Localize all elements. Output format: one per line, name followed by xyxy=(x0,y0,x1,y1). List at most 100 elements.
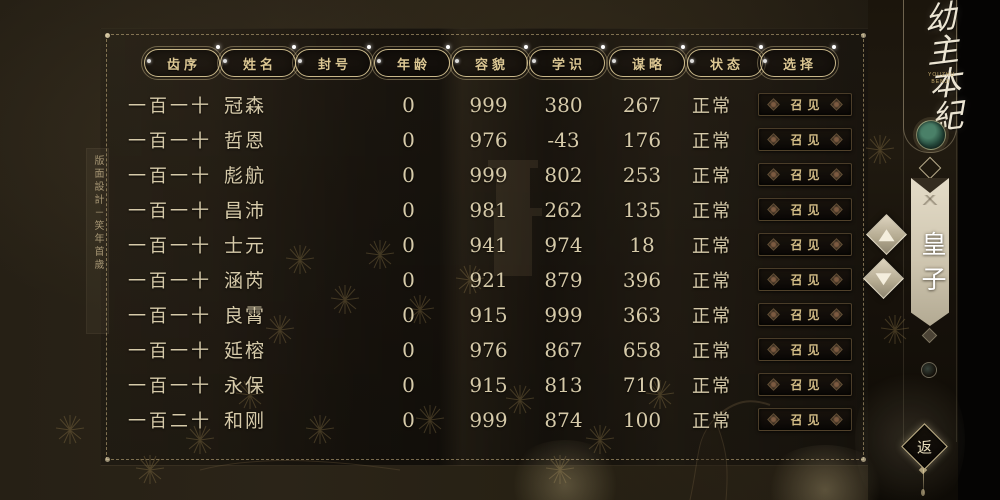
diamond-ornament-icon xyxy=(767,203,781,216)
summon-button[interactable]: 召见 xyxy=(758,338,852,361)
cell-action: 召见 xyxy=(741,198,869,221)
sidebar-frame-arch xyxy=(903,0,957,153)
table-row: 一百一十 永保 0 915 813 710 正常 召见 xyxy=(101,367,869,402)
cell-appearance: 999 xyxy=(469,92,508,117)
triangle-up-icon xyxy=(878,228,895,241)
table-row: 一百一十 彪航 0 999 802 253 正常 召见 xyxy=(101,157,869,192)
cell-appearance: 976 xyxy=(469,127,508,152)
cell-strategy: 100 xyxy=(622,407,662,432)
column-header-order: 齿序 xyxy=(141,45,223,80)
cell-order: 一百一十 xyxy=(128,270,212,291)
cell-strategy: 176 xyxy=(622,127,662,152)
sidebar-frame xyxy=(903,0,957,442)
summon-button-label: 召见 xyxy=(790,133,825,147)
diamond-ornament-icon xyxy=(829,133,843,146)
diamond-ornament-icon xyxy=(829,378,843,391)
cell-knowledge: 867 xyxy=(544,337,583,362)
cell-order: 一百一十 xyxy=(128,235,212,256)
cell-age: 0 xyxy=(402,267,415,292)
cell-strategy: 18 xyxy=(629,232,655,257)
diamond-ornament-icon xyxy=(829,238,843,251)
table-row: 一百二十 和刚 0 999 874 100 正常 召见 xyxy=(101,402,869,437)
cell-appearance: 999 xyxy=(469,407,508,432)
summon-button[interactable]: 召见 xyxy=(758,303,852,326)
right-letterbox xyxy=(958,0,1000,500)
cell-name: 良霄 xyxy=(224,306,267,327)
column-header-name: 姓名 xyxy=(217,45,299,80)
summon-button-label: 召见 xyxy=(790,378,825,392)
cell-status: 正常 xyxy=(692,95,732,116)
designer-watermark: 版面設計－笑年首歲 xyxy=(86,148,109,334)
cell-name: 涵芮 xyxy=(224,271,267,292)
cell-strategy: 658 xyxy=(622,337,662,362)
cell-appearance: 981 xyxy=(469,197,508,222)
summon-button[interactable]: 召见 xyxy=(758,408,852,431)
cell-name: 哲恩 xyxy=(224,131,267,152)
cell-knowledge: 802 xyxy=(544,162,583,187)
cell-strategy: 363 xyxy=(622,302,662,327)
cell-appearance: 915 xyxy=(469,372,508,397)
summon-button-label: 召见 xyxy=(790,168,825,182)
summon-button-label: 召见 xyxy=(790,98,825,112)
cell-name: 昌沛 xyxy=(224,201,267,222)
column-header-strategy: 谋略 xyxy=(606,45,688,80)
diamond-ornament-icon xyxy=(829,203,843,216)
princes-roster-panel: 齿序 姓名 封号 年龄 容貌 学识 谋略 状态 选择 一百一十 冠森 0 999 380 267… xyxy=(100,28,870,466)
cell-name: 延榕 xyxy=(224,341,267,362)
cell-action: 召见 xyxy=(741,373,869,396)
summon-button[interactable]: 召见 xyxy=(758,163,852,186)
cell-knowledge: 813 xyxy=(544,372,583,397)
cell-strategy: 135 xyxy=(622,197,662,222)
column-header-age: 年龄 xyxy=(371,45,453,80)
column-header-select: 选择 xyxy=(757,45,839,80)
column-header-title: 封号 xyxy=(292,45,374,80)
diamond-ornament-icon xyxy=(829,343,843,356)
cell-knowledge: 262 xyxy=(544,197,583,222)
summon-button[interactable]: 召见 xyxy=(758,128,852,151)
diamond-ornament-icon xyxy=(767,378,781,391)
summon-button-label: 召见 xyxy=(790,343,825,357)
cell-knowledge: 380 xyxy=(544,92,583,117)
cell-order: 一百一十 xyxy=(128,95,212,116)
summon-button-label: 召见 xyxy=(790,203,825,217)
column-header-label: 选择 xyxy=(762,54,817,73)
cell-action: 召见 xyxy=(741,408,869,431)
cell-knowledge: 999 xyxy=(544,302,583,327)
column-header-label: 封号 xyxy=(297,54,352,73)
cell-strategy: 396 xyxy=(622,267,662,292)
cell-status: 正常 xyxy=(692,235,732,256)
summon-button[interactable]: 召见 xyxy=(758,373,852,396)
cell-knowledge: 974 xyxy=(544,232,583,257)
table-row: 一百一十 冠森 0 999 380 267 正常 召见 xyxy=(101,87,869,122)
cell-strategy: 710 xyxy=(622,372,662,397)
table-row: 一百一十 延榕 0 976 867 658 正常 召见 xyxy=(101,332,869,367)
diamond-ornament-icon xyxy=(829,98,843,111)
cell-age: 0 xyxy=(402,197,415,222)
category-banner: 皇子 xyxy=(911,178,949,326)
cell-order: 一百一十 xyxy=(128,165,212,186)
column-header-appearance: 容貌 xyxy=(449,45,531,80)
diamond-ornament-icon xyxy=(767,273,781,286)
cell-status: 正常 xyxy=(692,270,732,291)
cell-knowledge: 874 xyxy=(544,407,583,432)
cell-status: 正常 xyxy=(692,375,732,396)
game-title-calligraphy: 幼主本紀 xyxy=(919,0,965,135)
cell-age: 0 xyxy=(402,232,415,257)
summon-button[interactable]: 召见 xyxy=(758,233,852,256)
diamond-ornament-icon xyxy=(767,98,781,111)
summon-button[interactable]: 召见 xyxy=(758,93,852,116)
column-header-label: 容貌 xyxy=(454,54,509,73)
cell-appearance: 976 xyxy=(469,337,508,362)
cell-age: 0 xyxy=(402,127,415,152)
summon-button[interactable]: 召见 xyxy=(758,198,852,221)
cell-status: 正常 xyxy=(692,340,732,361)
table-body: 一百一十 冠森 0 999 380 267 正常 召见 一百一十 哲恩 0 97… xyxy=(101,87,869,437)
diamond-ornament-icon xyxy=(829,168,843,181)
table-row: 一百一十 涵芮 0 921 879 396 正常 召见 xyxy=(101,262,869,297)
banner-label: 皇子 xyxy=(918,231,945,301)
summon-button[interactable]: 召见 xyxy=(758,268,852,291)
cell-action: 召见 xyxy=(741,303,869,326)
circle-ornament-icon xyxy=(921,362,937,378)
diamond-ornament-icon xyxy=(767,238,781,251)
cell-appearance: 915 xyxy=(469,302,508,327)
